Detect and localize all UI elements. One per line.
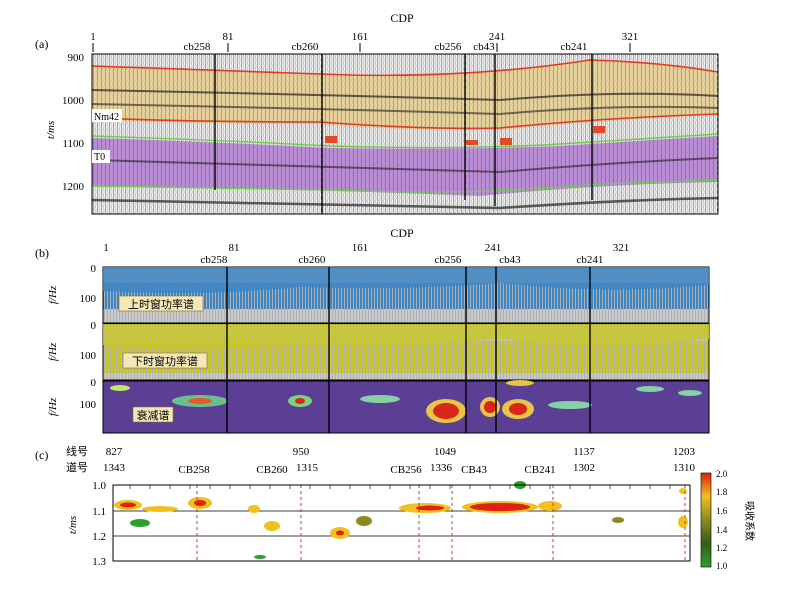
subpanel-caption: 上时窗功率谱: [128, 297, 194, 311]
cdp-tick: 161: [352, 31, 369, 43]
well-label: CB43: [461, 464, 487, 476]
horizon-labels: Nm42 T0: [92, 109, 122, 163]
y-tick: 0: [91, 263, 97, 275]
line-number-label: 线号: [66, 444, 88, 458]
trace-number: 1315: [296, 462, 319, 474]
trace-numbers: 1343 1315 1336 1302 1310: [103, 462, 696, 474]
lower-zone: [92, 136, 718, 196]
colorbar-tick: 1.4: [716, 525, 728, 535]
y-tick: 1.1: [92, 506, 106, 518]
well-label: CB256: [390, 464, 422, 476]
line-number: 950: [293, 446, 310, 458]
line-numbers: 827 950 1049 1137 1203: [106, 446, 696, 458]
well-label: cb256: [435, 41, 462, 53]
panel-b-cdp-title: CDP: [390, 226, 414, 240]
panel-c-y-axis: 1.0 1.1 1.2 1.3 t/ms: [67, 480, 107, 568]
subpanel-caption: 衰减谱: [137, 408, 170, 422]
panel-c-figure: (c) 线号 道号 827 950 1049 1137 1203 1343 13…: [35, 444, 756, 571]
well-label: cb260: [299, 254, 326, 266]
horizon-label-nm42: Nm42: [94, 112, 119, 123]
well-label: cb43: [473, 41, 495, 53]
attenuation-spectrum: 0 100 f/Hz 衰减谱: [47, 377, 710, 434]
cdp-tick: 241: [489, 31, 506, 43]
well-label: cb258: [184, 41, 211, 53]
panel-b-label: (b): [35, 246, 49, 260]
cdp-tick: 161: [352, 242, 369, 254]
y-tick: 1200: [62, 181, 85, 193]
trace-number-label: 道号: [66, 460, 88, 474]
colorbar-tick: 1.0: [716, 561, 728, 571]
well-label: cb241: [561, 41, 588, 53]
trace-number: 1310: [673, 462, 696, 474]
y-tick: 1000: [62, 95, 85, 107]
cdp-tick: 321: [622, 31, 639, 43]
y-tick: 100: [80, 293, 97, 305]
panel-a: CDP (a) 1 81 161 241 321 cb258 cb260 cb2…: [0, 0, 800, 225]
line-number: 827: [106, 446, 123, 458]
y-tick: 100: [80, 350, 97, 362]
cdp-tick: 81: [223, 31, 234, 43]
y-tick: 1.0: [92, 480, 106, 492]
panel-a-cdp-ticks: 1 81 161 241 321: [90, 31, 638, 52]
y-tick: 0: [91, 377, 97, 389]
well-label: cb43: [499, 254, 521, 266]
panel-b-well-labels: cb258 cb260 cb256 cb43 cb241: [201, 254, 604, 266]
panel-a-cdp-title: CDP: [390, 11, 414, 25]
well-label: CB260: [256, 464, 288, 476]
y-axis-label: f/Hz: [47, 397, 59, 416]
panel-b-cdp-ticks: 1 81 161 241 321: [103, 242, 629, 254]
y-axis-label: f/Hz: [47, 285, 59, 304]
trace-number: 1302: [573, 462, 595, 474]
cdp-tick: 241: [485, 242, 502, 254]
seismic-section: [91, 53, 719, 215]
panel-c: (c) 线号 道号 827 950 1049 1137 1203 1343 13…: [0, 435, 800, 592]
colorbar-tick: 1.8: [716, 487, 728, 497]
panel-c-wells: CB258 CB260 CB256 CB43 CB241: [178, 464, 555, 476]
subpanel-caption: 下时窗功率谱: [132, 354, 198, 368]
upper-window-spectrum: 0 100 f/Hz 上时窗功率谱: [47, 263, 710, 324]
cdp-tick: 1: [90, 31, 96, 43]
colorbar-tick: 1.6: [716, 506, 728, 516]
trace-number: 1343: [103, 462, 126, 474]
line-number: 1203: [673, 446, 696, 458]
y-tick: 1.3: [92, 556, 106, 568]
well-label: CB241: [524, 464, 555, 476]
line-number: 1137: [573, 446, 595, 458]
absorption-section: [112, 481, 691, 562]
colorbar: 2.0 1.8 1.6 1.4 1.2 1.0 吸收系数: [700, 469, 756, 571]
panel-b-figure: CDP (b) 1 81 161 241 321 cb258 cb260 cb2…: [35, 226, 710, 434]
cdp-tick: 321: [613, 242, 630, 254]
well-label: cb258: [201, 254, 228, 266]
panel-c-label: (c): [35, 448, 48, 462]
well-label: CB258: [178, 464, 210, 476]
line-number: 1049: [434, 446, 457, 458]
lower-window-spectrum: 0 100 f/Hz 下时窗功率谱: [47, 320, 710, 381]
colorbar-tick: 2.0: [716, 469, 728, 479]
y-axis-label: f/Hz: [47, 342, 59, 361]
well-label: cb260: [292, 41, 319, 53]
trace-number: 1336: [430, 462, 453, 474]
well-label: cb256: [435, 254, 462, 266]
cdp-tick: 81: [229, 242, 240, 254]
y-tick: 900: [68, 52, 85, 64]
horizon-label-t0: T0: [94, 152, 105, 163]
y-tick: 0: [91, 320, 97, 332]
colorbar-tick: 1.2: [716, 543, 727, 553]
upper-zone: [92, 60, 718, 130]
cdp-tick: 1: [103, 242, 109, 254]
y-axis-label: t/ms: [67, 516, 79, 534]
panel-a-y-axis: 900 1000 1100 1200 t/ms: [45, 52, 85, 193]
panel-a-well-labels: cb258 cb260 cb256 cb43 cb241: [184, 41, 588, 53]
y-tick: 1100: [62, 138, 84, 150]
y-axis-label: t/ms: [45, 121, 57, 139]
panel-a-figure: CDP (a) 1 81 161 241 321 cb258 cb260 cb2…: [35, 11, 719, 215]
panel-b: CDP (b) 1 81 161 241 321 cb258 cb260 cb2…: [0, 225, 800, 435]
well-label: cb241: [577, 254, 604, 266]
well-lines-b: [226, 267, 591, 433]
y-tick: 100: [80, 399, 97, 411]
panel-a-label: (a): [35, 37, 48, 51]
y-tick: 1.2: [92, 531, 106, 543]
colorbar-title: 吸收系数: [743, 501, 756, 541]
